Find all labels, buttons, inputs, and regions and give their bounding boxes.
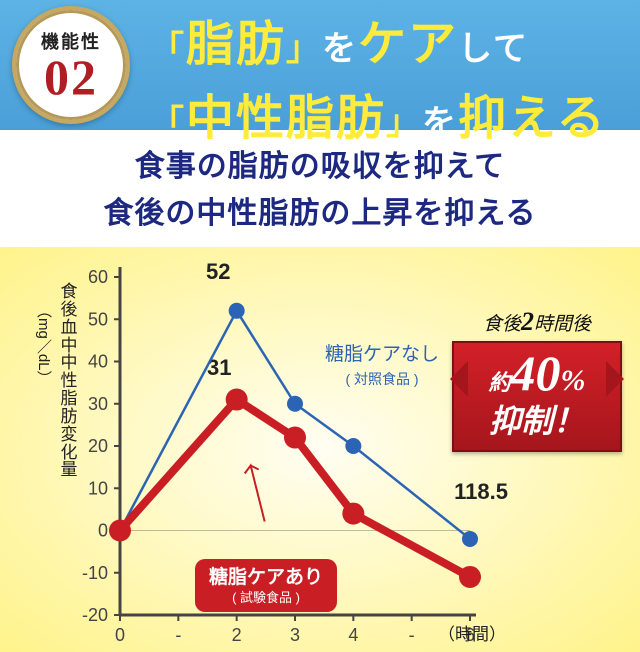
svg-text:-: - <box>175 625 181 645</box>
svg-text:30: 30 <box>88 394 108 414</box>
svg-text:4: 4 <box>348 625 358 645</box>
svg-text:-10: -10 <box>82 563 108 583</box>
header: 機能性 02 「脂肪」をケアして 「中性脂肪」を抑える <box>0 0 640 130</box>
legend-test: 糖脂ケアあり ( 試験食品 ) <box>195 559 337 612</box>
xaxis-unit: （時間） <box>438 620 506 645</box>
legend-control: 糖脂ケアなし ( 対照食品 ) <box>325 343 439 391</box>
callout-top: 食後2時間後 <box>452 307 622 337</box>
chart-area: （mg／dL） 食後血中中性脂肪変化量 52 31 118.5 -20-1001… <box>0 247 640 652</box>
svg-text:-20: -20 <box>82 605 108 625</box>
svg-text:20: 20 <box>88 436 108 456</box>
callout: 食後2時間後 約40% 抑制！ <box>452 307 622 452</box>
callout-ribbon: 約40% 抑制！ <box>452 341 622 452</box>
svg-text:40: 40 <box>88 352 108 372</box>
svg-text:2: 2 <box>232 625 242 645</box>
svg-text:60: 60 <box>88 267 108 287</box>
svg-text:0: 0 <box>98 521 108 541</box>
svg-text:50: 50 <box>88 309 108 329</box>
svg-text:-: - <box>409 625 415 645</box>
svg-text:3: 3 <box>290 625 300 645</box>
svg-text:0: 0 <box>115 625 125 645</box>
headline: 「脂肪」をケアして 「中性脂肪」を抑える <box>150 8 628 157</box>
badge-number: 02 <box>44 54 98 102</box>
feature-badge: 機能性 02 <box>12 6 130 124</box>
svg-text:10: 10 <box>88 478 108 498</box>
